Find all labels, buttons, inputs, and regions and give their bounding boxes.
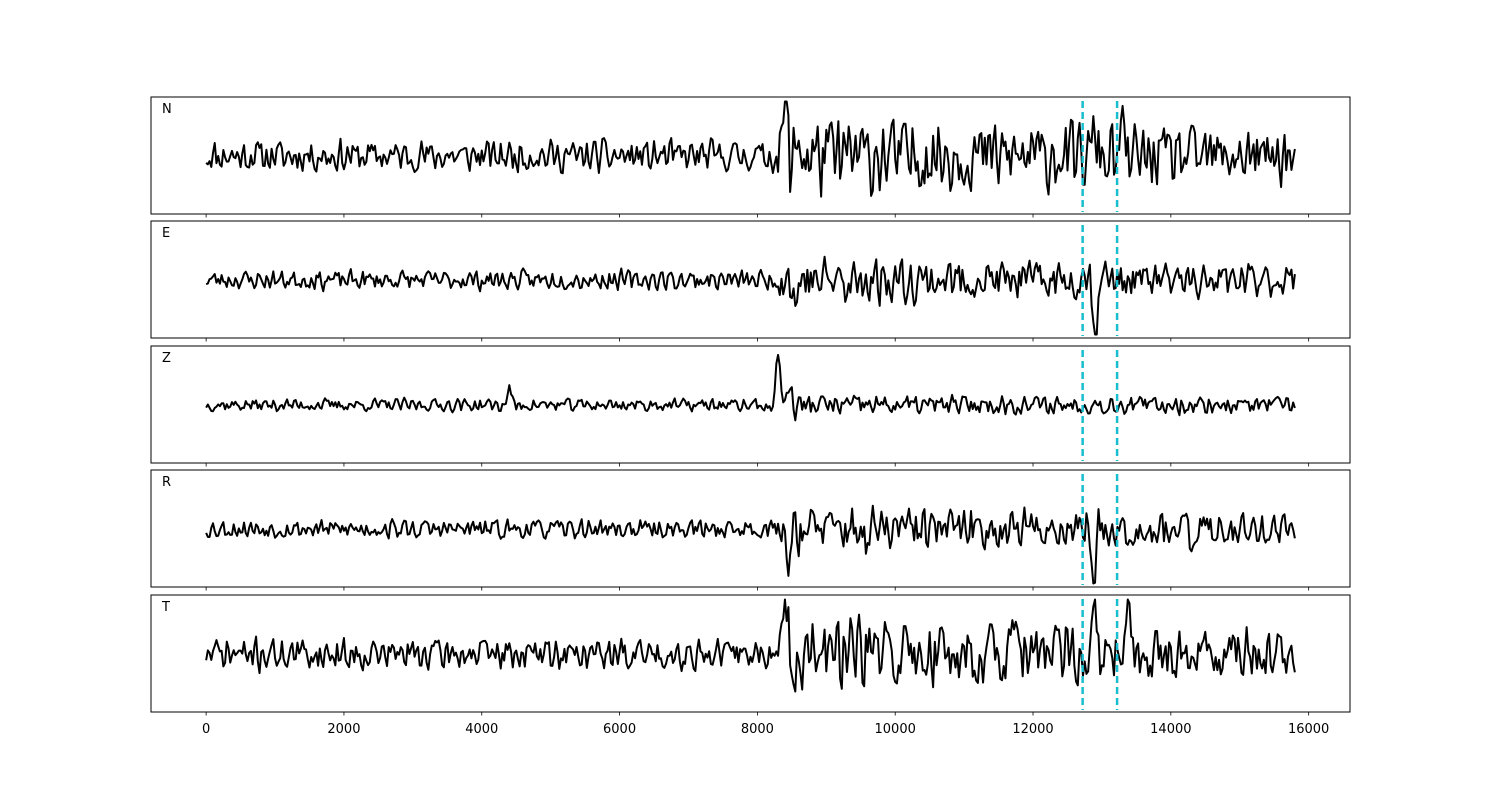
panel-label: Z [162,351,171,366]
x-tick-label: 4000 [465,722,498,737]
panel-t: T [150,594,1351,716]
x-tick-label: 12000 [1012,722,1053,737]
x-tick-label: 14000 [1150,722,1191,737]
panel-r: R [150,469,1351,591]
waveform-t [205,598,1296,693]
x-tick-label: 2000 [327,722,360,737]
waveform-z [205,353,1296,422]
x-tick-label: 0 [202,722,210,737]
panel-label: R [162,475,171,490]
x-tick-label: 8000 [741,722,774,737]
x-tick-label: 6000 [603,722,636,737]
panel-z: Z [150,345,1351,467]
x-tick-label: 10000 [875,722,916,737]
panel-e: E [150,220,1351,342]
panel-n: N [150,96,1351,218]
waveform-r [205,504,1296,585]
panel-label: N [162,102,172,117]
panel-frame [150,594,1351,713]
panel-label: E [162,226,170,241]
panel-label: T [161,600,170,615]
waveform-e [205,255,1296,336]
waveform-n [205,100,1296,198]
x-tick-label: 16000 [1288,722,1329,737]
